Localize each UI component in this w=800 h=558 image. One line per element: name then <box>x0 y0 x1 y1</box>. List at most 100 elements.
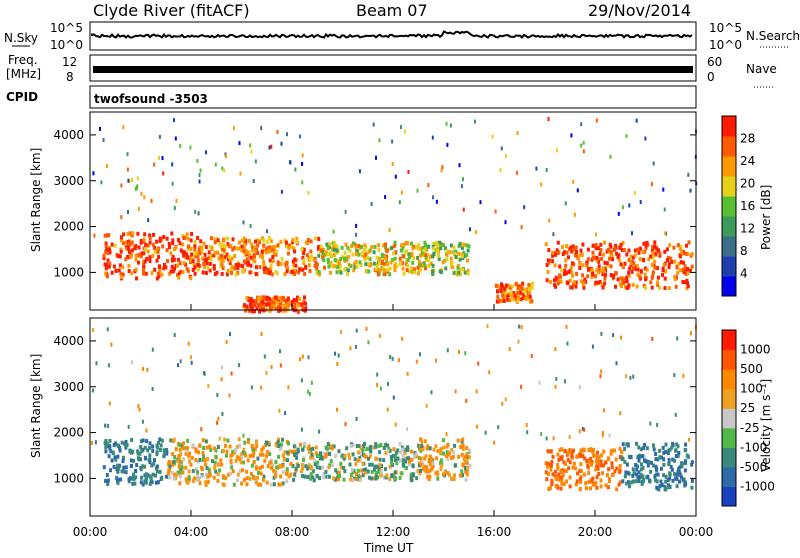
heatmap-cell <box>355 264 359 269</box>
heatmap-cell <box>265 270 269 275</box>
heatmap-cell <box>409 241 413 246</box>
heatmap-cell <box>608 256 612 261</box>
heatmap-cell <box>307 355 310 360</box>
heatmap-cell <box>667 448 671 453</box>
heatmap-cell <box>524 287 528 292</box>
heatmap-cell <box>570 249 574 254</box>
heatmap-cell <box>598 280 602 284</box>
heatmap-cell <box>520 384 523 389</box>
heatmap-cell <box>187 454 191 459</box>
heatmap-cell <box>412 267 416 272</box>
heatmap-cell <box>589 447 593 452</box>
heatmap-cell <box>530 299 534 304</box>
heatmap-cell <box>419 468 422 473</box>
heatmap-cell <box>372 122 375 127</box>
heatmap-cell <box>681 280 685 284</box>
heatmap-cell <box>424 266 427 271</box>
heatmap-cell <box>461 473 464 477</box>
heatmap-cell <box>435 358 437 363</box>
heatmap-cell <box>547 471 550 476</box>
heatmap-cell <box>271 255 275 259</box>
heatmap-cell <box>447 452 451 457</box>
heatmap-cell <box>418 461 421 466</box>
heatmap-cell <box>252 460 256 465</box>
heatmap-cell <box>612 333 615 338</box>
heatmap-cell <box>196 158 199 163</box>
heatmap-cell <box>168 475 172 480</box>
heatmap-cell <box>291 237 295 242</box>
heatmap-cell <box>621 456 625 461</box>
heatmap-cell <box>375 155 377 160</box>
colorbar-segment <box>722 466 736 487</box>
heatmap-cell <box>295 236 299 241</box>
heatmap-cell <box>243 303 247 308</box>
heatmap-cell <box>563 268 567 273</box>
heatmap-cell <box>296 447 300 452</box>
heatmap-cell <box>431 135 434 140</box>
heatmap-cell <box>452 476 456 481</box>
heatmap-cell <box>627 248 631 253</box>
heatmap-cell <box>424 258 428 263</box>
heatmap-cell <box>145 476 148 481</box>
heatmap-cell <box>575 271 579 276</box>
heatmap-cell <box>173 266 177 271</box>
heatmap-cell <box>394 261 397 266</box>
heatmap-cell <box>139 480 143 485</box>
heatmap-cell <box>582 285 586 290</box>
heatmap-cell <box>365 326 368 331</box>
heatmap-cell <box>620 284 623 289</box>
heatmap-cell <box>639 269 643 274</box>
heatmap-cell <box>671 478 675 483</box>
heatmap-cell <box>158 437 162 442</box>
heatmap-cell <box>165 451 169 456</box>
heatmap-cell <box>618 463 622 468</box>
heatmap-cell <box>339 257 343 262</box>
heatmap-cell <box>156 271 160 276</box>
heatmap-cell <box>619 242 623 247</box>
heatmap-cell <box>556 466 560 471</box>
heatmap-cell <box>456 265 460 270</box>
heatmap-cell <box>108 446 112 451</box>
heatmap-cell <box>637 445 641 450</box>
heatmap-cell <box>678 479 681 484</box>
heatmap-cell <box>544 461 548 466</box>
heatmap-cell <box>595 268 599 273</box>
heatmap-cell <box>343 251 347 255</box>
heatmap-cell <box>394 174 397 179</box>
heatmap-cell <box>179 269 183 274</box>
heatmap-cell <box>399 261 403 266</box>
heatmap-cell <box>388 477 392 482</box>
heatmap-cell <box>620 449 624 454</box>
heatmap-cell <box>461 437 465 442</box>
heatmap-cell <box>498 298 502 303</box>
heatmap-cell <box>180 465 184 470</box>
heatmap-cell <box>276 243 280 248</box>
heatmap-cell <box>219 260 223 265</box>
heatmap-cell <box>652 161 655 166</box>
heatmap-cell <box>658 484 662 489</box>
heatmap-cell <box>494 283 498 288</box>
heatmap-cell <box>631 473 635 478</box>
heatmap-cell <box>618 246 622 250</box>
heatmap-cell <box>294 263 298 268</box>
heatmap-cell <box>649 469 653 474</box>
heatmap-cell <box>325 242 329 247</box>
heatmap-cell <box>370 462 374 467</box>
heatmap-cell <box>208 244 212 249</box>
heatmap-cell <box>243 440 247 445</box>
heatmap-cell <box>497 425 500 430</box>
heatmap-cell <box>351 252 355 257</box>
heatmap-cell <box>368 445 372 450</box>
heatmap-cell <box>253 447 257 452</box>
heatmap-cell <box>191 479 195 483</box>
heatmap-cell <box>144 242 148 247</box>
heatmap-cell <box>461 177 464 182</box>
heatmap-cell <box>547 117 550 121</box>
heatmap-cell <box>656 282 660 287</box>
heatmap-cell <box>453 473 456 478</box>
x-axis-ticks: 00:00 04:00 08:00 12:00 16:00 20:00 00:00 <box>73 304 713 539</box>
heatmap-cell <box>171 162 174 167</box>
heatmap-cell <box>463 270 467 275</box>
heatmap-cell <box>215 270 219 275</box>
heatmap-cell <box>154 473 157 478</box>
